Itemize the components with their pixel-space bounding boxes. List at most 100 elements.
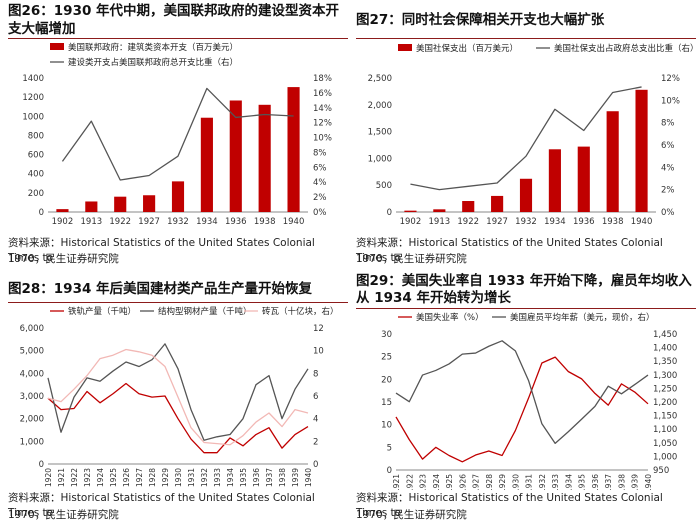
y-left-tick-label: 10 — [381, 421, 392, 431]
legend-label: 结构型钢材产量（千吨） — [158, 306, 252, 317]
series-line — [47, 348, 309, 446]
y-right-tick-label: 1,200 — [653, 398, 677, 408]
y-right-tick-label: 0% — [661, 208, 675, 218]
x-tick-label: 1934 — [196, 217, 218, 227]
bar — [462, 201, 475, 212]
legend-label: 美国失业率（%） — [416, 312, 484, 323]
x-tick-label: 1934 — [564, 474, 573, 490]
x-tick-label: 1923 — [419, 474, 428, 490]
y-right-tick-label: 950 — [653, 466, 669, 476]
x-tick-label: 1922 — [70, 468, 79, 487]
y-right-tick-label: 1,100 — [653, 425, 677, 435]
x-tick-label: 1929 — [498, 474, 507, 490]
y-left-tick-label: 2,000 — [20, 415, 44, 425]
y-right-tick-label: 2 — [313, 437, 318, 447]
legend-label: 美国雇员平均年薪（美元，现价，右） — [510, 312, 655, 323]
x-tick-label: 1940 — [304, 468, 313, 487]
bar — [404, 210, 417, 212]
chart-fig29: 0 5 10 15 20 25 30 950 1,000 1,050 1,100 1,150 1,200… — [381, 312, 677, 490]
bar — [56, 209, 69, 212]
y-left-tick-label: 15 — [381, 398, 392, 408]
x-tick-label: 1934 — [544, 217, 566, 227]
panel-fig28: 图28：1934 年后美国建材类产品生产量开始恢复 0 1,000 2,000 3,0… — [8, 272, 348, 528]
x-tick-label: 1937 — [604, 474, 613, 490]
y-left-tick-label: 200 — [28, 189, 44, 199]
y-left-tick-label: 5,000 — [20, 347, 44, 357]
ratio-series-line — [61, 87, 294, 181]
y-left-tick-label: 2,000 — [368, 101, 392, 111]
x-tick-label: 1936 — [573, 217, 595, 227]
source-note-line2: 1970，民生证券研究院 — [356, 509, 467, 521]
x-tick-label: 1938 — [278, 468, 287, 487]
x-tick-label: 1927 — [486, 217, 508, 227]
bar — [433, 209, 446, 212]
x-tick-label: 1927 — [138, 217, 160, 227]
y-left-tick-label: 800 — [28, 131, 44, 141]
y-left-tick-label: 1,500 — [368, 128, 392, 138]
panel-title-line1: 图28：1934 年后美国建材类产品生产量开始恢复 — [8, 281, 313, 297]
series-line — [395, 356, 649, 463]
x-tick-label: 1902 — [400, 217, 422, 227]
y-right-tick-label: 16% — [313, 89, 332, 99]
source-note-line1: 资料来源：Historical Statistics of the United… — [8, 237, 315, 264]
y-left-tick-label: 4,000 — [20, 369, 44, 379]
y-right-tick-label: 6 — [313, 392, 318, 402]
x-tick-label: 1927 — [472, 474, 481, 490]
y-right-tick-label: 10% — [313, 134, 332, 144]
source-note-line2: 1970，民生证券研究院 — [8, 509, 119, 521]
x-tick-label: 1933 — [213, 468, 222, 487]
title-rule — [8, 38, 348, 39]
x-tick-label: 1936 — [591, 474, 600, 490]
y-left-tick-label: 400 — [28, 170, 44, 180]
y-left-tick-label: 1200 — [22, 93, 44, 103]
source-note-line1: 资料来源：Historical Statistics of the United… — [356, 237, 663, 264]
bar — [85, 201, 98, 212]
series-line — [47, 343, 309, 441]
y-right-tick-label: 10 — [313, 347, 324, 357]
chart-fig27: 0 500 1,000 1,500 2,000 2,500 0% 2% 4% 6% 8% 10% 12%… — [368, 43, 696, 227]
legend-swatch-bar — [50, 43, 64, 50]
panel-fig27: 图27：同时社会保障相关开支也大幅扩张 0 500 1,000 1,500 2,000 2… — [356, 0, 696, 270]
legend-label: 美国社保支出（百万美元） — [416, 43, 518, 54]
y-right-tick-label: 1,250 — [653, 384, 677, 394]
bar — [491, 195, 504, 212]
y-left-tick-label: 1000 — [22, 112, 44, 122]
y-left-tick-label: 3,000 — [20, 392, 44, 402]
y-right-tick-label: 2% — [661, 186, 675, 196]
x-tick-label: 1931 — [525, 474, 534, 490]
y-left-tick-label: 500 — [376, 181, 392, 191]
ratio-series-line — [410, 86, 642, 191]
y-right-tick-label: 1,300 — [653, 371, 677, 381]
chart-fig28: 0 1,000 2,000 3,000 4,000 5,000 6,000 0 2 4 6 8 10 12… — [20, 306, 339, 487]
y-left-tick-label: 0 — [387, 466, 392, 476]
x-tick-label: 1940 — [283, 217, 305, 227]
y-right-tick-label: 14% — [313, 104, 332, 114]
x-tick-label: 1938 — [617, 474, 626, 490]
source-note-line1: 资料来源：Historical Statistics of the United… — [8, 492, 315, 519]
x-tick-label: 1913 — [429, 217, 451, 227]
x-tick-label: 1938 — [254, 217, 276, 227]
y-left-tick-label: 0 — [39, 460, 44, 470]
y-left-tick-label: 6,000 — [20, 324, 44, 334]
bar — [258, 104, 271, 212]
bar — [606, 111, 619, 212]
x-tick-label: 1928 — [485, 474, 494, 490]
title-rule — [356, 308, 696, 309]
x-tick-label: 1924 — [96, 468, 105, 487]
x-tick-label: 1928 — [148, 468, 157, 487]
y-right-tick-label: 1,150 — [653, 412, 677, 422]
y-right-tick-label: 4 — [313, 415, 318, 425]
bar — [287, 87, 300, 212]
y-right-tick-label: 2% — [313, 193, 327, 203]
bar — [635, 89, 648, 212]
y-right-tick-label: 1,450 — [653, 330, 677, 340]
y-right-tick-label: 1,350 — [653, 357, 677, 367]
x-tick-label: 1932 — [538, 474, 547, 490]
x-tick-label: 1926 — [122, 468, 131, 487]
x-tick-label: 1926 — [458, 474, 467, 490]
y-left-tick-label: 0 — [39, 208, 44, 218]
chart-fig26: 0 200 400 600 800 1000 1200 1400 0% 2% 4% 6% 8% 10% 12… — [22, 42, 332, 227]
x-tick-label: 1921 — [57, 468, 66, 487]
x-tick-label: 1913 — [81, 217, 103, 227]
panel-fig26: 图26：1930 年代中期，美国联邦政府的建设型资本开 支大幅增加 0 200 40… — [8, 0, 348, 270]
